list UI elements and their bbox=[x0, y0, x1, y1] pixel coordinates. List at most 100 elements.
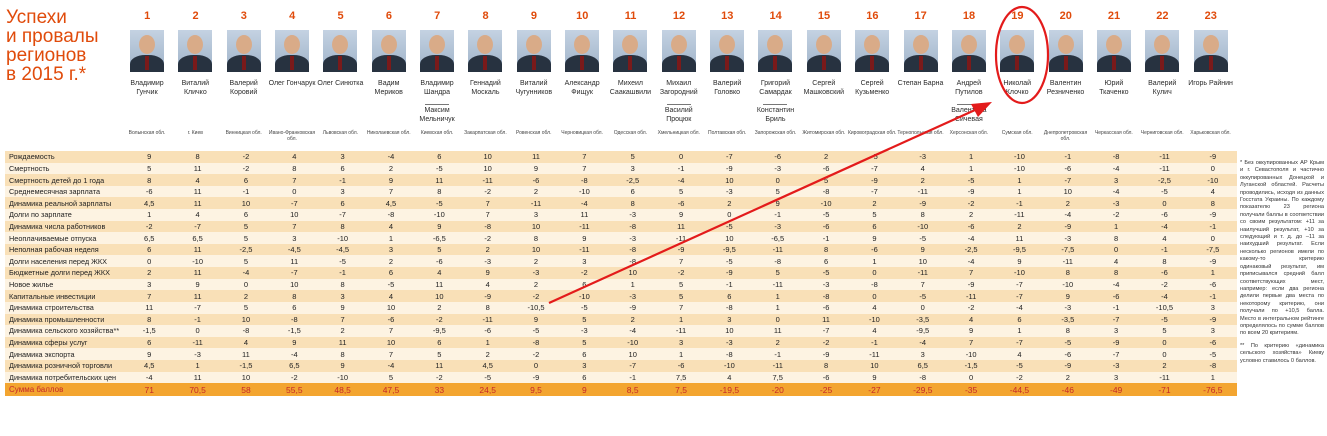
table-cell: 3 bbox=[678, 338, 684, 348]
table-cell: 47,5 bbox=[382, 384, 400, 395]
table-cell: 1 bbox=[630, 280, 635, 289]
table-cell: 2 bbox=[533, 256, 539, 266]
table-cell: -5 bbox=[387, 280, 395, 289]
table-cell: 6 bbox=[147, 245, 152, 255]
table-row: Новое жилье 3 9 0 10 8 -5 11 4 2 6 1 5 -1 -11 -3 -8 7 -9 -7… bbox=[5, 278, 1237, 291]
person-name-part: Кузьменко bbox=[855, 88, 890, 96]
table-cell: -10,5 bbox=[527, 303, 545, 313]
region-label: Одесская обл. bbox=[613, 130, 648, 136]
table-cell: 9 bbox=[340, 361, 345, 371]
table-cell: 0 bbox=[147, 256, 152, 266]
table-cell: -9 bbox=[1112, 338, 1120, 348]
person-column: 7 Владимир Шандра Максим Мельничук Киевская о… bbox=[413, 10, 461, 150]
table-cell: 2 bbox=[823, 152, 829, 162]
table-row: Среднемесячная зарплата -6 11 -1 0 3 7 8 -2 2 -10 6… bbox=[5, 185, 1237, 198]
table-cell: -1 bbox=[194, 314, 201, 324]
row-label: Динамика промышленности bbox=[9, 314, 105, 324]
table-cell: -1 bbox=[1209, 221, 1217, 231]
title-line: регионов bbox=[6, 45, 87, 66]
table-row: Долги населения перед ЖКХ 0 -10 5 11 -5 2 -6 -3 2… bbox=[5, 255, 1237, 268]
region-label: Николаевская обл. bbox=[366, 130, 411, 136]
person-name-part: Геннадий bbox=[470, 80, 501, 87]
person-photo bbox=[951, 30, 986, 72]
table-cell: -10 bbox=[337, 372, 349, 382]
table-cell: 9 bbox=[1017, 256, 1022, 266]
table-cell: -10 bbox=[1014, 268, 1025, 278]
table-cell: 6 bbox=[582, 372, 587, 382]
table-cell: -6 bbox=[967, 221, 975, 231]
table-cell: -4 bbox=[145, 372, 153, 382]
table-cell: -10 bbox=[578, 187, 590, 197]
table-cell: -11 bbox=[675, 233, 687, 243]
person-name: Валерий Коровий bbox=[217, 80, 271, 97]
table-cell: -7 bbox=[1064, 175, 1072, 185]
table-cell: 11 bbox=[145, 303, 154, 313]
table-cell: 7 bbox=[388, 187, 394, 197]
table-cell: 11 bbox=[193, 291, 202, 301]
table-cell: 10 bbox=[386, 303, 396, 313]
person-column: 2 Виталий Кличко г. Киев bbox=[171, 10, 219, 150]
table-cell: 8 bbox=[1065, 326, 1070, 336]
table-cell: -6 bbox=[677, 361, 685, 371]
table-cell: -6 bbox=[677, 198, 685, 208]
table-cell: 9 bbox=[920, 245, 925, 255]
title-line: Успехи bbox=[6, 7, 67, 28]
table-cell: 9 bbox=[437, 221, 442, 231]
rank-number: 14 bbox=[769, 10, 782, 22]
table-cell: -9 bbox=[532, 372, 540, 382]
table-cell: 10 bbox=[483, 152, 492, 162]
table-cell: 3 bbox=[1114, 175, 1119, 185]
table-cell: -2 bbox=[484, 233, 491, 243]
table-cell: -1 bbox=[1112, 303, 1120, 313]
table-cell: 8 bbox=[823, 361, 829, 371]
table-cell: 5 bbox=[678, 280, 684, 289]
table-cell: 1 bbox=[1210, 372, 1215, 382]
table-cell: -7 bbox=[1016, 338, 1023, 348]
table-cell: -2 bbox=[967, 303, 975, 313]
table-cell: -3 bbox=[629, 233, 637, 243]
table-cell: 3 bbox=[533, 210, 539, 220]
table-cell: 10 bbox=[628, 349, 637, 359]
person-name: Михеил Саакашвили bbox=[603, 80, 657, 97]
table-cell: 0 bbox=[727, 210, 732, 220]
table-cell: -1 bbox=[871, 338, 878, 348]
row-label: Капитальные инвестиции bbox=[9, 291, 96, 301]
table-cell: 2 bbox=[533, 187, 539, 197]
person-photo bbox=[420, 30, 455, 72]
table-cell: 2 bbox=[920, 175, 925, 185]
table-cell: -5 bbox=[1161, 187, 1168, 197]
person-column: 17 Степан Барна Тернопольская обл. bbox=[897, 10, 945, 150]
person-name-part: Головко bbox=[714, 88, 741, 96]
table-cell: -5 bbox=[435, 198, 443, 208]
table-cell: 10 bbox=[241, 372, 251, 382]
table-cell: 9 bbox=[292, 338, 297, 348]
table-cell: -20 bbox=[771, 384, 784, 395]
table-cell: -7 bbox=[194, 303, 201, 313]
table-cell: 58 bbox=[241, 384, 251, 395]
person-column: 21 Юрий Ткаченко Черкасская обл. bbox=[1090, 10, 1138, 150]
table-cell: 10 bbox=[918, 256, 927, 266]
table-cell: 8 bbox=[292, 163, 297, 173]
table-cell: -6 bbox=[1209, 280, 1217, 289]
table-cell: 7 bbox=[678, 303, 684, 313]
table-cell: -1 bbox=[822, 233, 830, 243]
table-cell: 1 bbox=[775, 303, 780, 313]
table-row: Смертность детей до 1 года 8 4 6 7 -1 9 11 -11 -6… bbox=[5, 174, 1237, 186]
table-cell: -6 bbox=[871, 245, 878, 255]
person-photo bbox=[323, 30, 358, 72]
table-cell: 3 bbox=[630, 163, 635, 173]
table-cell: 10 bbox=[725, 175, 734, 185]
table-cell: -9,5 bbox=[1012, 245, 1026, 255]
table-cell: 5 bbox=[243, 303, 249, 313]
table-cell: 4 bbox=[437, 268, 442, 278]
table-cell: -4,5 bbox=[336, 245, 350, 255]
table-cell: -11 bbox=[772, 361, 783, 371]
table-cell: 7 bbox=[340, 314, 345, 324]
table-cell: -1,5 bbox=[964, 361, 978, 371]
table-cell: 3 bbox=[727, 314, 732, 324]
table-row: Динамика промышленности 8 -1 10 -8 7 -6 -2 -11 9 5… bbox=[5, 313, 1237, 326]
table-cell: 2 bbox=[872, 198, 877, 208]
table-cell: 3 bbox=[147, 280, 152, 289]
table-cell: 7 bbox=[485, 210, 490, 220]
person-name-part: Игорь Райнин bbox=[1188, 80, 1233, 87]
